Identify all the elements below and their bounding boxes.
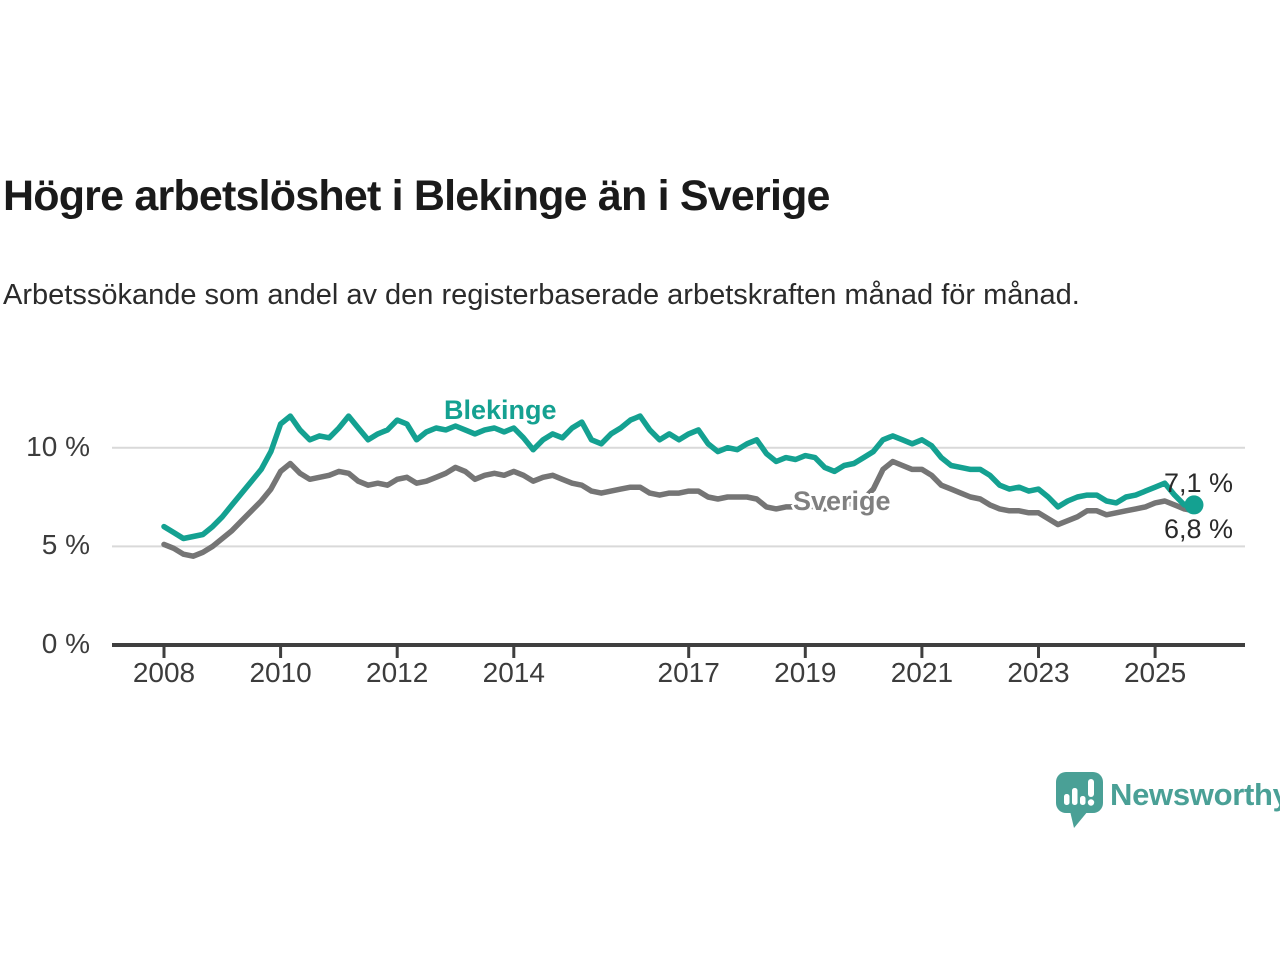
page-subtitle: Arbetssökande som andel av den registerb… <box>3 279 1080 311</box>
y-tick-label: 0 % <box>41 628 90 659</box>
x-tick-label: 2012 <box>366 657 429 688</box>
bar-chart-speech-bubble-icon <box>1056 772 1103 828</box>
x-tick-label: 2023 <box>1007 657 1070 688</box>
y-tick-label: 5 % <box>41 529 90 561</box>
x-tick-label: 2014 <box>482 657 545 688</box>
line-blekinge <box>161 413 1197 542</box>
x-tick-label: 2025 <box>1123 657 1187 688</box>
end-value-blekinge: 7,1 % <box>1164 468 1234 498</box>
x-tick-label: 2021 <box>890 657 954 688</box>
x-tick-label: 2017 <box>657 657 720 688</box>
series-label-blekinge: Blekinge <box>444 395 557 425</box>
newsworthy-wordmark: Newsworthy <box>1110 777 1280 812</box>
newsworthy-logo: Newsworthy <box>1056 770 1280 830</box>
end-value-sverige: 6,8 % <box>1164 514 1234 544</box>
line-sverige <box>161 458 1197 559</box>
x-tick-label: 2010 <box>249 657 312 688</box>
x-tick-label: 2008 <box>132 657 196 688</box>
series-label-sverige: Sverige <box>793 486 891 516</box>
x-tick-label: 2019 <box>774 657 837 688</box>
latest-point-dot-blekinge <box>1184 495 1204 515</box>
page-title: Högre arbetslöshet i Blekinge än i Sveri… <box>3 171 830 220</box>
y-tick-label: 10 % <box>26 430 90 462</box>
